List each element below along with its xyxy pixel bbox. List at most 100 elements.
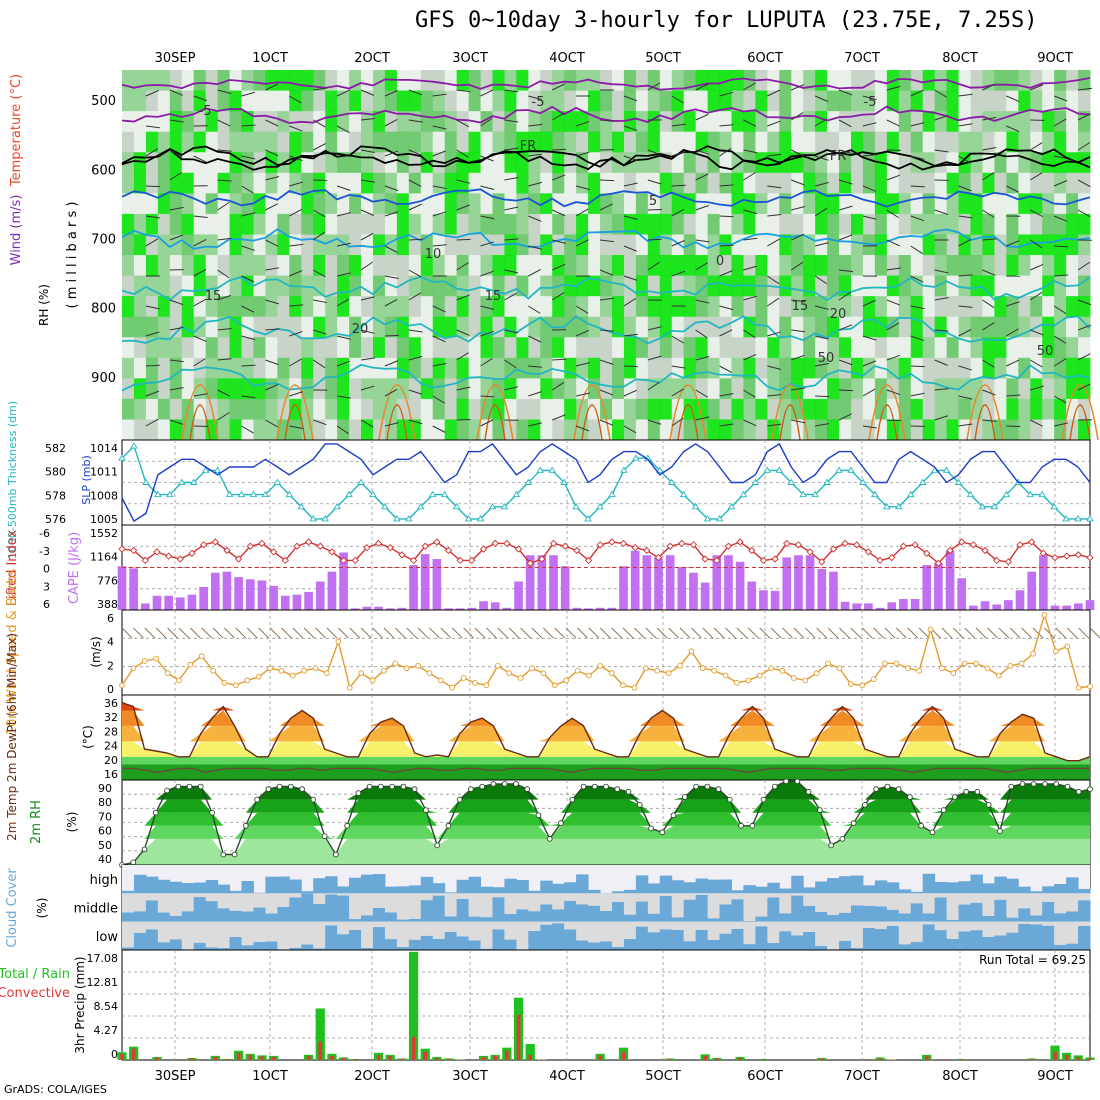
rh-cell [946,398,960,420]
warm-contour [581,404,603,441]
cloud-bar [886,882,900,894]
wind-barb [599,269,614,276]
rh-cell [600,131,613,153]
wind-barb [982,359,995,368]
rh-cell [516,193,529,215]
thickness-series-point [440,490,449,498]
rh-cell [1018,131,1031,153]
wind10m-series-point [517,675,524,681]
rh-cell [695,378,709,400]
wind-barb [408,119,423,123]
rh-cell [683,193,697,215]
thickness-series-point [918,478,927,485]
precip-frame [121,949,1091,1061]
thickness-series-point [416,502,425,510]
rh-cell [289,172,302,194]
rh-cell [504,255,517,277]
top-date-label: 30SEP [155,51,196,66]
rh-cell [600,193,613,215]
wind-barb [623,425,637,434]
rh-cell [492,419,505,441]
rh-cell [408,398,422,420]
rh-cell [743,337,756,359]
wind-barb [504,176,519,181]
warm-contour [966,384,1004,441]
rh-cell [456,419,470,441]
cloud-bar [743,885,756,894]
rh-cell [588,234,601,256]
rh-cell [480,378,493,400]
rh-cell [874,296,888,318]
rh-cell [432,111,446,133]
rh-cell [277,255,290,277]
rh-cell [1006,398,1019,420]
cape-bar [934,562,943,610]
rh-cell [157,337,171,359]
cloud-bar [755,926,768,950]
rh-cell [874,111,888,133]
wind10m-series-point [608,670,615,676]
rh2m-series-point [907,794,913,800]
rh-cell [982,111,995,133]
cape-bar [922,565,932,610]
wind-barb [217,412,230,421]
rh-cell [886,152,900,174]
temp2m-tick: 20 [104,754,118,767]
rh-cell [850,213,864,235]
cloud-bar [444,916,458,922]
wind10m-series-point [825,660,831,667]
precip-tick: 17.08 [87,952,119,965]
rh-cell [827,337,840,359]
surface-wind-barb [782,627,793,639]
rh-cell [970,90,983,112]
rh-cell [970,131,983,153]
precip-conv-bar [318,1041,323,1060]
wind-barb [647,238,662,241]
cape-bar [222,571,232,610]
cloud-gap [420,893,434,901]
surface-wind-barb [987,627,998,639]
rh-cell [815,275,828,297]
cloud-gap [600,921,613,942]
cape-bar [525,555,535,610]
pressure-tick: 600 [91,163,116,178]
rh-cell [743,131,756,153]
cloud-bar [432,895,446,922]
rh-cell [480,275,493,297]
rh-cell [922,131,936,153]
contour-label: 50 [1037,344,1054,359]
rh-cell [169,398,183,420]
rh-cell [946,419,960,441]
cloud-gap [874,893,888,907]
cloud-level-label: high [90,873,118,888]
wind-barb [647,355,662,361]
rh-cell [540,275,553,297]
precip-conv-bar [1053,1051,1057,1060]
rh-cell [145,316,159,338]
rh-cell [384,337,398,359]
rh-cell [396,111,410,133]
wind-barb [1006,328,1019,337]
rh-cell [157,419,171,441]
thickness-series-point [1050,502,1058,510]
rh-cell [181,213,195,235]
cloud-bar [432,883,446,894]
thickness-series-point [524,478,533,485]
rh-cell [791,275,804,297]
cloud-bar [456,899,470,922]
rh-cell [372,316,386,338]
precip-conv-bar [819,1058,824,1060]
wind10m-series-point [984,665,991,672]
rh-cell [444,357,458,379]
wind-barb [958,185,972,192]
rh-cell [588,316,601,338]
wind-barb [743,82,756,91]
precip-conv-bar [376,1054,381,1060]
cloud-bar [588,889,601,894]
rh-cell [456,193,470,215]
surface-wind-barb [1021,627,1032,639]
rh-cell [886,419,900,441]
wind10m-series-point [1052,648,1059,655]
rh-cell [1006,131,1019,153]
rh-cell [862,255,876,277]
